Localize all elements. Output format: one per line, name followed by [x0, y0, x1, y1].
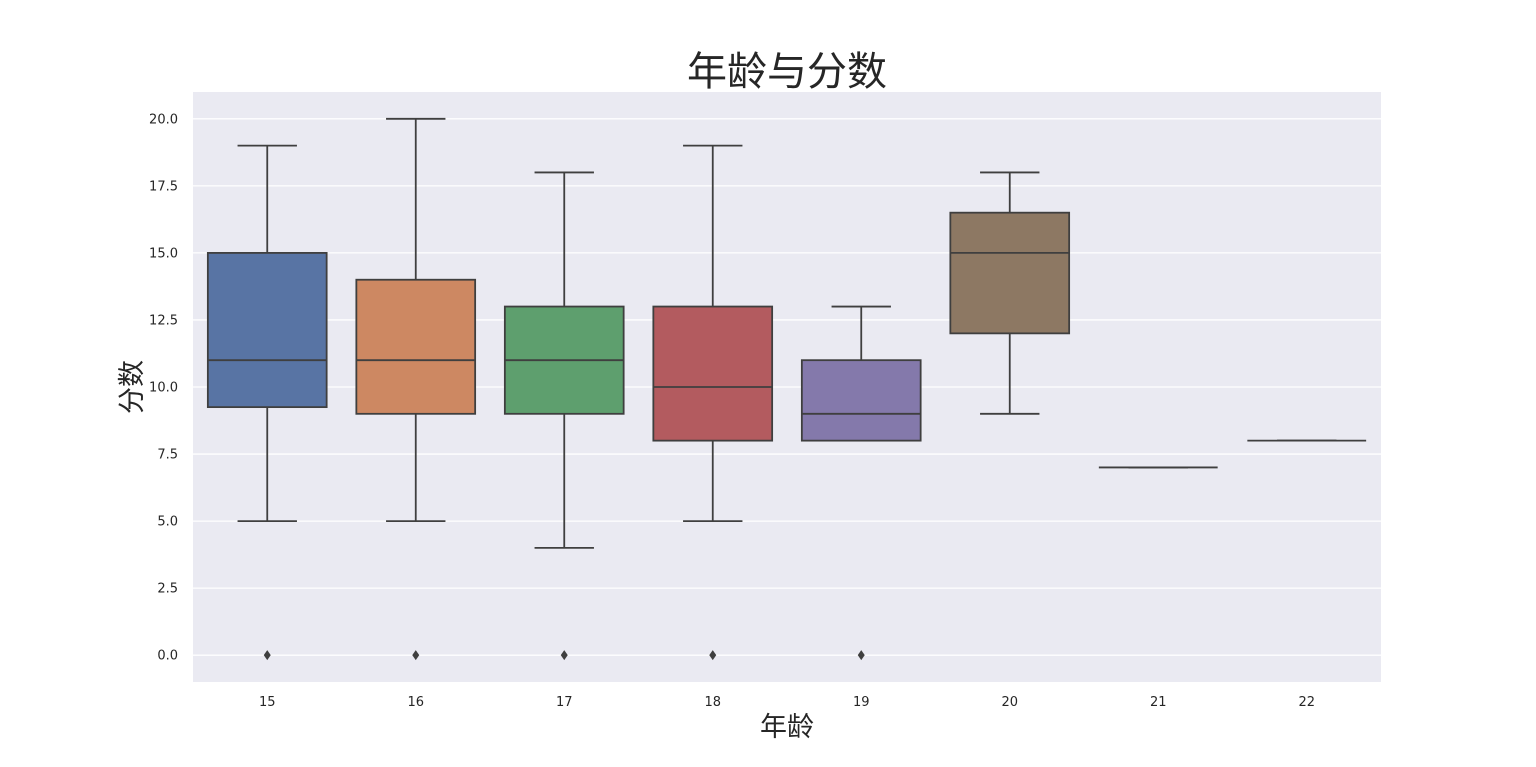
- outlier-point: [857, 650, 865, 661]
- x-tick-label: 18: [704, 695, 721, 710]
- x-tick-label: 20: [1001, 695, 1018, 710]
- outlier-point: [263, 650, 271, 661]
- y-tick-label: 20.0: [149, 112, 178, 127]
- x-axis-label: 年龄: [760, 712, 814, 743]
- x-tick-label: 22: [1298, 695, 1315, 710]
- box: [206, 252, 328, 409]
- y-tick-labels: 0.0 2.5 5.0 7.5 10.0 12.5 15.0 17.5 20.0: [149, 112, 178, 663]
- y-axis-label: 分数: [117, 360, 148, 414]
- x-tick-label: 21: [1150, 695, 1167, 710]
- outlier-point: [412, 650, 420, 661]
- chart-title: 年龄与分数: [687, 49, 887, 95]
- box-group-15: [206, 144, 328, 661]
- outlier-point: [709, 650, 717, 661]
- y-tick-label: 15.0: [149, 246, 178, 261]
- box-group-16: [355, 117, 477, 661]
- box: [800, 359, 922, 442]
- box-group-20: [949, 171, 1071, 415]
- box: [652, 305, 774, 442]
- x-tick-label: 16: [407, 695, 424, 710]
- y-tick-label: 17.5: [149, 179, 178, 194]
- y-tick-label: 12.5: [149, 313, 178, 328]
- y-tick-label: 7.5: [157, 448, 178, 463]
- x-tick-label: 15: [259, 695, 276, 710]
- y-tick-label: 10.0: [149, 381, 178, 396]
- box-group-19: [800, 305, 922, 661]
- x-tick-label: 19: [853, 695, 870, 710]
- outlier-point: [560, 650, 568, 661]
- box: [949, 211, 1071, 335]
- y-tick-label: 5.0: [157, 515, 178, 530]
- boxes: [206, 117, 1367, 661]
- x-tick-label: 17: [556, 695, 573, 710]
- x-tick-labels: 15 16 17 18 19 20 21 22: [259, 695, 1315, 710]
- y-tick-label: 0.0: [157, 649, 178, 664]
- box-group-18: [652, 144, 774, 661]
- box-group-17: [503, 171, 625, 661]
- box: [355, 278, 477, 415]
- y-tick-label: 2.5: [157, 582, 178, 597]
